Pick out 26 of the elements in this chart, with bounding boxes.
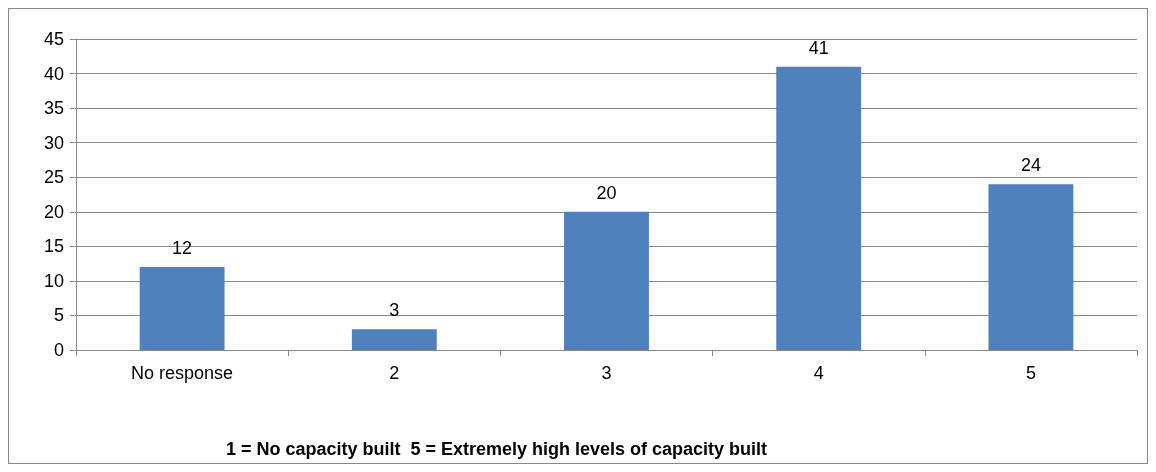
x-tick-label: No response — [131, 363, 234, 383]
data-label: 24 — [1020, 155, 1041, 176]
y-tick-label: 20 — [43, 201, 64, 222]
data-label: 41 — [808, 37, 829, 58]
data-label: 20 — [596, 182, 617, 203]
x-tick-label: 2 — [389, 363, 400, 383]
data-label: 12 — [172, 238, 193, 259]
y-tick-label: 30 — [43, 132, 64, 153]
x-axis-title: 1 = No capacity built 5 = Extremely high levels of capacity built — [225, 439, 768, 459]
data-label: 3 — [389, 300, 400, 321]
bar — [564, 211, 649, 350]
y-tick-label: 0 — [53, 340, 64, 360]
y-tick-label: 10 — [43, 270, 64, 291]
x-tick-label: 4 — [813, 363, 824, 383]
bar — [988, 184, 1074, 350]
y-tick-label: 35 — [43, 98, 64, 119]
y-tick-label: 25 — [43, 167, 64, 188]
x-tick-label: 3 — [601, 363, 612, 383]
bar — [351, 329, 437, 350]
x-tick-label: 5 — [1025, 363, 1036, 383]
y-tick-label: 5 — [53, 305, 64, 326]
y-tick-label: 45 — [43, 29, 64, 49]
bar — [776, 66, 862, 350]
y-tick-label: 15 — [43, 236, 64, 257]
y-tick-label: 40 — [43, 63, 64, 84]
bar — [139, 267, 225, 350]
